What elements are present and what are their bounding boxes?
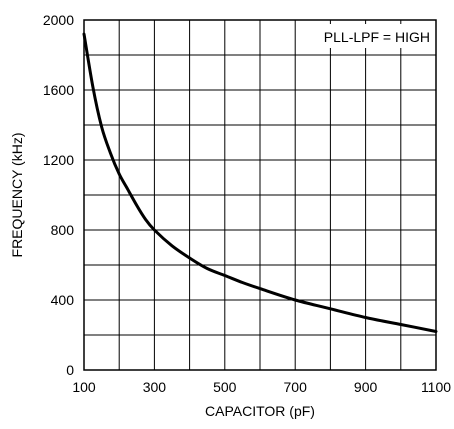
x-tick-label: 500 xyxy=(213,379,237,395)
x-tick-labels: 100 300 500 700 900 1100 xyxy=(72,379,451,395)
x-tick-label: 700 xyxy=(284,379,308,395)
y-tick-label: 2000 xyxy=(43,12,74,28)
annotation-background xyxy=(304,24,432,48)
x-axis-label: CAPACITOR (pF) xyxy=(205,403,315,419)
y-tick-labels: 0 400 800 1200 1600 2000 xyxy=(43,12,74,378)
y-tick-label: 400 xyxy=(51,292,75,308)
y-tick-label: 800 xyxy=(51,222,75,238)
x-tick-label: 100 xyxy=(72,379,96,395)
x-tick-label: 1100 xyxy=(421,379,451,395)
grid xyxy=(84,20,436,370)
y-tick-label: 1200 xyxy=(43,152,74,168)
plot-frame xyxy=(83,19,437,371)
x-tick-label: 300 xyxy=(143,379,167,395)
x-tick-label: 900 xyxy=(354,379,378,395)
series-line xyxy=(82,32,438,333)
y-axis-label: FREQUENCY (kHz) xyxy=(9,133,25,258)
y-tick-label: 0 xyxy=(66,362,74,378)
y-tick-label: 1600 xyxy=(43,82,74,98)
annotation-label: PLL-LPF = HIGH xyxy=(324,29,430,45)
